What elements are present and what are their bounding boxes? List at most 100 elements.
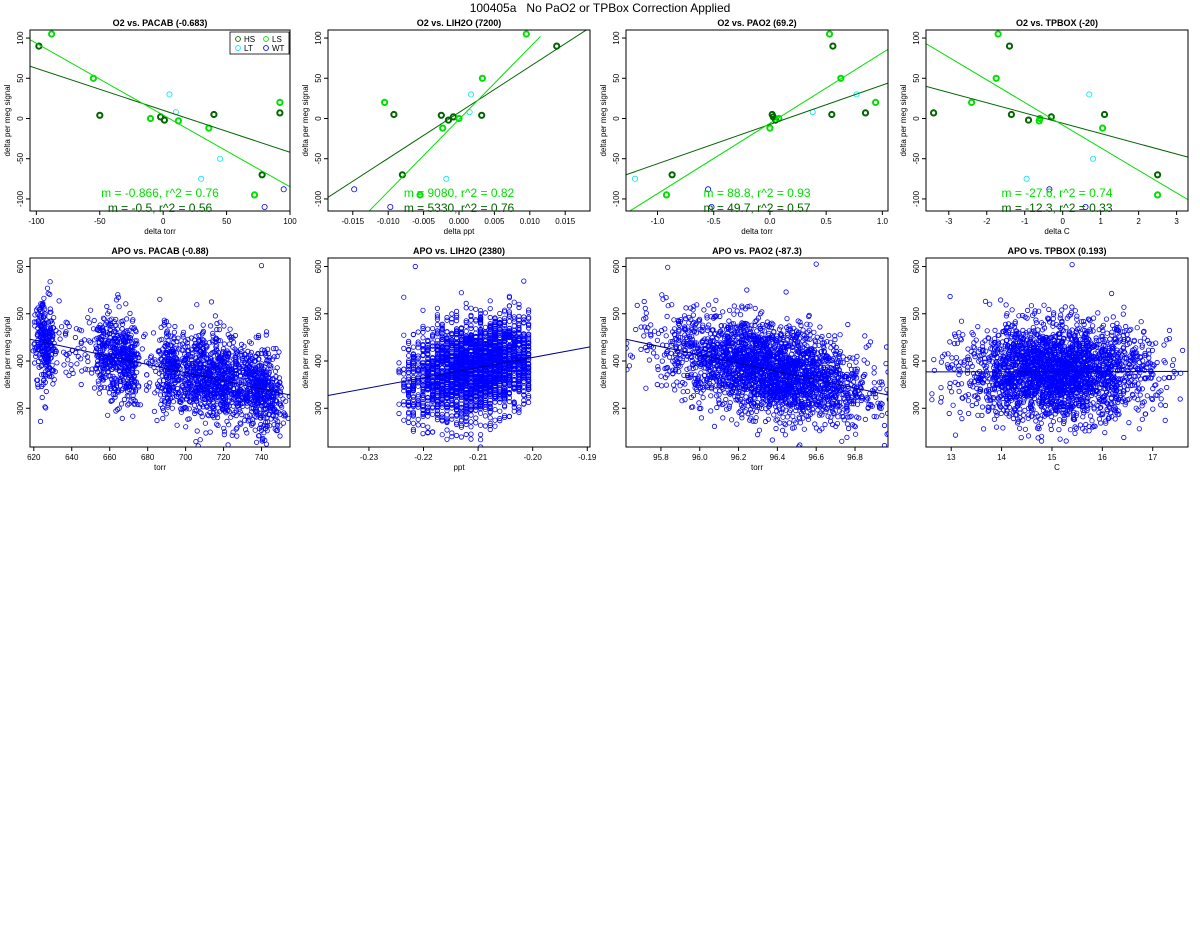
- point: [449, 389, 455, 396]
- point: [268, 365, 274, 371]
- point: [262, 376, 269, 382]
- point: [233, 350, 239, 357]
- point: [501, 414, 508, 420]
- point: [473, 317, 479, 323]
- point: [425, 366, 431, 372]
- point: [242, 417, 248, 423]
- point: [115, 294, 121, 300]
- point: [468, 340, 474, 346]
- point: [492, 316, 498, 322]
- point: [477, 395, 484, 402]
- point: [158, 363, 164, 369]
- fit-annotation: m = -12.3, r^2 = 0.33: [1001, 201, 1112, 215]
- point: [169, 391, 176, 397]
- point: [180, 334, 186, 340]
- point: [473, 306, 479, 312]
- point: [449, 338, 455, 345]
- point: [501, 322, 508, 328]
- point: [214, 347, 220, 354]
- point: [434, 408, 440, 414]
- point: [434, 340, 440, 347]
- point: [208, 397, 214, 403]
- x-tick-label: 1.0: [877, 217, 889, 226]
- point: [449, 330, 455, 336]
- point: [201, 361, 207, 367]
- point: [516, 330, 522, 337]
- point: [468, 398, 474, 404]
- point: [265, 399, 271, 405]
- point: [501, 347, 508, 353]
- point: [482, 386, 488, 392]
- point: [506, 303, 512, 309]
- point: [231, 339, 237, 345]
- point: [487, 422, 493, 429]
- point: [506, 311, 512, 317]
- point: [47, 306, 53, 312]
- point: [185, 380, 191, 386]
- point: [201, 337, 207, 343]
- point: [86, 320, 92, 326]
- point: [473, 371, 479, 377]
- point: [420, 362, 426, 368]
- point: [473, 407, 479, 413]
- point: [169, 384, 176, 390]
- point: [274, 353, 280, 359]
- point: [521, 401, 527, 407]
- point: [521, 376, 527, 382]
- point: [221, 429, 228, 435]
- point: [185, 336, 191, 342]
- point: [58, 324, 65, 330]
- point: [492, 340, 498, 346]
- point: [207, 368, 213, 374]
- point: [119, 401, 125, 407]
- point: [525, 369, 532, 375]
- chart-title: O2 vs. TPBOX (-20): [1016, 18, 1098, 28]
- point: [266, 411, 272, 417]
- point: [180, 332, 186, 338]
- point: [152, 359, 158, 365]
- point: [223, 389, 229, 396]
- point: [453, 432, 460, 439]
- point: [401, 294, 407, 300]
- y-tick-label: 100: [314, 31, 323, 45]
- point: [160, 415, 166, 421]
- point: [453, 390, 460, 396]
- point: [131, 325, 137, 331]
- point-HS: [160, 116, 168, 124]
- point: [420, 341, 426, 348]
- point: [420, 325, 426, 332]
- point: [130, 317, 136, 323]
- point: [511, 314, 517, 320]
- point: [81, 337, 88, 343]
- point: [286, 393, 290, 399]
- point: [92, 337, 98, 343]
- point: [132, 398, 138, 404]
- point: [420, 352, 426, 358]
- point: [439, 383, 445, 389]
- point: [410, 426, 416, 432]
- chart-o2-pao2: O2 vs. PAO2 (69.2)-1.0 -0.5 0.0 0.5 1.0-100-…: [599, 18, 889, 236]
- point: [420, 307, 426, 313]
- point: [501, 389, 508, 395]
- point: [492, 322, 498, 328]
- point: [263, 441, 269, 447]
- point: [56, 330, 62, 336]
- point: [50, 367, 57, 373]
- point: [458, 434, 464, 440]
- point: [111, 385, 117, 391]
- point: [213, 395, 220, 401]
- point: [506, 413, 512, 420]
- point: [98, 384, 104, 390]
- x-tick-label: -100: [28, 217, 45, 226]
- point: [60, 349, 67, 355]
- point: [401, 402, 407, 408]
- point: [420, 404, 426, 410]
- point: [214, 401, 220, 407]
- point: [425, 347, 431, 353]
- point: [458, 352, 464, 358]
- point: [160, 377, 167, 384]
- point-HS: [668, 171, 676, 179]
- point: [525, 367, 532, 373]
- point: [85, 314, 91, 321]
- point: [501, 363, 508, 369]
